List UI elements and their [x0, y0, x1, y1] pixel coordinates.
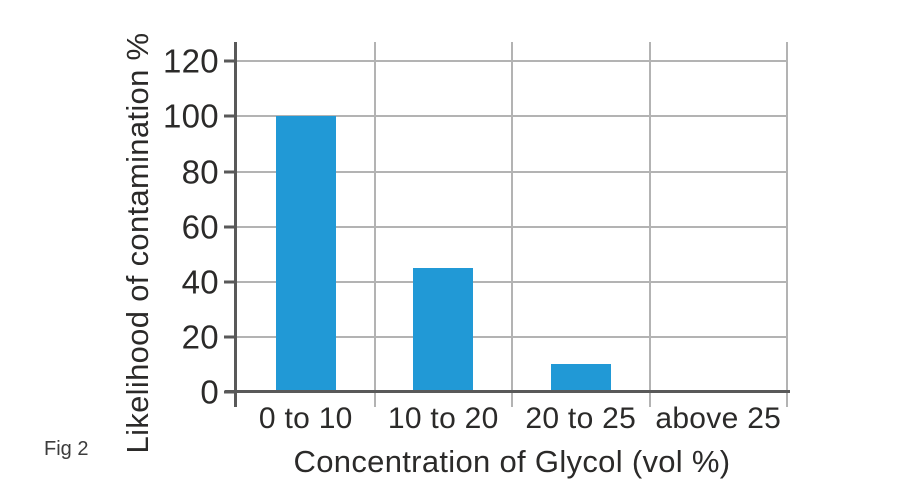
y-axis-tick-40 — [224, 280, 235, 284]
x-tick-label-10-to-20: 10 to 20 — [387, 402, 499, 435]
y-tick-label-20: 20 — [181, 318, 219, 356]
y-tick-label-40: 40 — [181, 263, 219, 301]
y-tick-label-60: 60 — [181, 208, 219, 246]
figure-caption: Fig 2 — [44, 438, 89, 460]
y-tick-label-80: 80 — [181, 153, 219, 191]
bar-0-to-10 — [275, 116, 336, 392]
y-axis-tick-20 — [224, 335, 235, 339]
x-axis-line — [225, 390, 790, 393]
y-axis-tick-120 — [224, 59, 235, 63]
x-tick-label-0-to-10: 0 to 10 — [258, 402, 353, 435]
y-tick-label-0: 0 — [200, 373, 219, 411]
y-tick-label-120: 120 — [162, 42, 219, 80]
gridline-vertical-1 — [373, 42, 376, 407]
x-tick-label-20-to-25: 20 to 25 — [525, 402, 637, 435]
gridline-vertical-4 — [786, 42, 788, 407]
gridline-vertical-3 — [648, 42, 651, 407]
x-axis-title: Concentration of Glycol (vol %) — [293, 444, 731, 479]
y-axis-tick-60 — [224, 225, 235, 229]
gridline-vertical-2 — [511, 42, 513, 407]
plot-area: 0 20 40 60 80 100 120 0 to 10 10 to 20 20 to 25 ab… — [163, 42, 790, 434]
y-tick-label-100: 100 — [162, 97, 219, 135]
bar-20-to-25 — [550, 364, 611, 392]
y-axis-tick-100 — [224, 114, 235, 118]
x-tick-label-above-25: above 25 — [655, 402, 782, 435]
y-axis-line — [234, 42, 237, 407]
y-axis-title: Likelihood of contamination % — [120, 32, 155, 454]
y-axis-tick-80 — [224, 170, 235, 174]
bar-10-to-20 — [413, 267, 474, 392]
y-axis-tick-0 — [224, 390, 235, 394]
